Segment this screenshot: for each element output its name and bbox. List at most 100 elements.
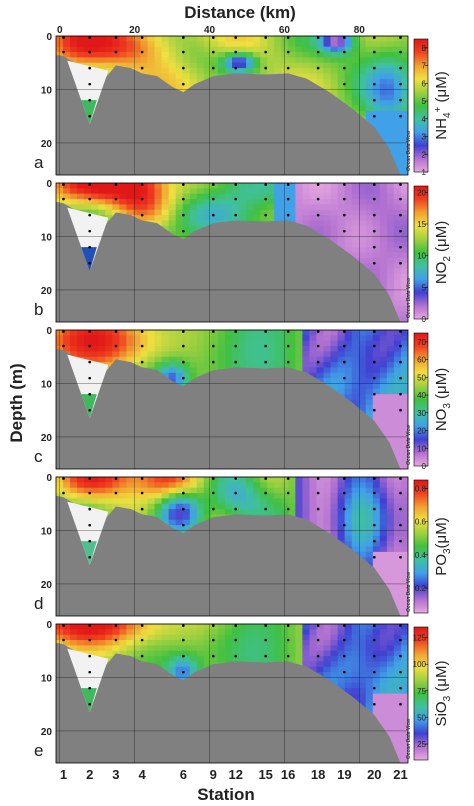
sample-point (372, 213, 376, 217)
sample-point (343, 638, 346, 642)
seafloor (56, 642, 408, 763)
sample-point (372, 376, 376, 380)
sample-point (372, 82, 376, 86)
station-tick-labels: 1 2 3 4 6 9 12 15 16 18 19 20 21 (60, 767, 408, 782)
colorbar-tick-label: 5 (422, 283, 427, 292)
sample-point (182, 344, 185, 348)
sample-point (372, 197, 376, 201)
sample-point (140, 491, 144, 495)
sample-point (88, 477, 92, 480)
colorbar-tick-label: 5 (422, 97, 427, 106)
sample-point (211, 638, 215, 642)
sample-point (114, 197, 118, 201)
sample-point (286, 66, 290, 70)
sample-point (88, 98, 92, 102)
sample-point (234, 50, 238, 54)
panel-b: 0 10 20 b Ocean Data View 0 5 10 15 20 NO2 (μM) (34, 179, 453, 324)
sample-point (399, 507, 402, 511)
sample-point (182, 654, 185, 658)
sample-point (211, 50, 215, 54)
sample-point (211, 197, 215, 201)
sample-point (88, 624, 92, 627)
watermark: Ocean Data View (406, 718, 412, 759)
panel-a: 0 10 20 a Ocean Data View 1 2 3 4 5 6 7 8 NH4+ (μM) (34, 32, 453, 177)
depth-tick-label: 20 (41, 139, 53, 150)
sample-point (286, 50, 290, 54)
colorbar-tick-label: 100 (413, 660, 427, 669)
sample-point (114, 491, 118, 495)
colorbar-label: NO2 (μM) (433, 221, 453, 284)
distance-tick-label: 40 (204, 25, 216, 36)
depth-tick-label: 10 (41, 526, 53, 537)
sample-point (372, 491, 376, 495)
sample-point (372, 392, 376, 396)
sample-point (182, 624, 185, 627)
colorbar-tick-label: 30 (417, 409, 426, 418)
sample-point (399, 477, 402, 480)
sample-point (114, 183, 118, 186)
depth-tick-label: 0 (46, 32, 52, 43)
colorbar-tick-label: 7 (422, 62, 427, 71)
sample-point (140, 330, 144, 333)
sample-point (182, 66, 185, 70)
sample-point (399, 624, 402, 627)
sample-point (211, 491, 215, 495)
sample-point (399, 376, 402, 380)
sample-point (286, 491, 290, 495)
sample-point (399, 36, 402, 39)
sample-point (234, 183, 238, 186)
sample-point (316, 197, 320, 201)
sample-point (264, 360, 268, 364)
sample-point (286, 624, 290, 627)
sample-point (343, 624, 346, 627)
distance-tick-label: 0 (57, 25, 63, 36)
sample-point (234, 344, 238, 348)
sample-point (182, 477, 185, 480)
sample-point (211, 66, 215, 70)
sample-point (234, 66, 238, 70)
depth-tick-label: 20 (41, 727, 53, 738)
colorbar-tick-label: 1 (422, 168, 427, 177)
sample-point (88, 66, 92, 70)
colorbar-label: SiO3 (μM) (433, 661, 453, 727)
sample-point (140, 183, 144, 186)
sample-point (286, 330, 290, 333)
sample-point (343, 654, 346, 658)
sample-point (182, 360, 185, 364)
sample-point (399, 654, 402, 658)
sample-point (316, 654, 320, 658)
sample-point (264, 36, 268, 39)
trench-tip (81, 541, 97, 566)
station-tick-label: 16 (281, 767, 295, 782)
sample-point (399, 330, 402, 333)
sample-point (88, 491, 92, 495)
panel-letter: b (34, 300, 43, 319)
sample-point (316, 36, 320, 39)
trench-wedge (67, 648, 109, 713)
sample-point (286, 197, 290, 201)
sample-point (399, 82, 402, 86)
sample-point (234, 507, 238, 511)
sample-point (372, 36, 376, 39)
sample-point (140, 654, 144, 658)
sample-point (316, 638, 320, 642)
colorbar-tick-label: 125 (413, 634, 427, 643)
sample-point (88, 523, 92, 527)
sample-point (399, 360, 402, 364)
sample-point (234, 36, 238, 39)
depth-tick-label: 0 (46, 179, 52, 190)
sample-point (316, 491, 320, 495)
sample-point (372, 539, 376, 543)
sample-point (343, 197, 346, 201)
colorbar (413, 332, 429, 467)
station-tick-label: 21 (393, 767, 407, 782)
sample-point (264, 197, 268, 201)
station-tick-label: 12 (229, 767, 243, 782)
sample-point (343, 36, 346, 39)
station-tick-label: 19 (337, 767, 351, 782)
sample-point (62, 491, 65, 495)
sample-point (88, 344, 92, 348)
sample-point (286, 638, 290, 642)
sample-point (399, 686, 402, 690)
sample-point (316, 360, 320, 364)
